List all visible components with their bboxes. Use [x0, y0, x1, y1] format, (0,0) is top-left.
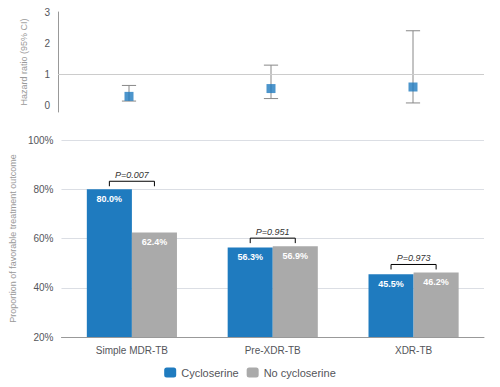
- svg-text:1: 1: [44, 69, 50, 80]
- svg-text:Simple MDR-TB: Simple MDR-TB: [96, 345, 169, 356]
- svg-text:62.4%: 62.4%: [142, 237, 168, 247]
- svg-text:Proportion of favorable treatm: Proportion of favorable treatment outcom…: [8, 154, 18, 323]
- svg-text:60%: 60%: [33, 233, 53, 244]
- svg-text:2: 2: [44, 38, 50, 49]
- svg-text:20%: 20%: [33, 332, 53, 343]
- svg-text:0: 0: [44, 100, 50, 111]
- svg-text:3: 3: [44, 7, 50, 18]
- svg-text:45.5%: 45.5%: [378, 279, 404, 289]
- svg-text:P=0.007: P=0.007: [115, 170, 150, 180]
- svg-text:No cycloserine: No cycloserine: [264, 367, 336, 379]
- svg-text:Cycloserine: Cycloserine: [181, 367, 238, 379]
- svg-text:40%: 40%: [33, 282, 53, 293]
- svg-text:XDR-TB: XDR-TB: [395, 345, 433, 356]
- svg-text:80.0%: 80.0%: [97, 194, 123, 204]
- svg-text:P=0.951: P=0.951: [256, 227, 290, 237]
- svg-text:Hazard ratio (95% CI): Hazard ratio (95% CI): [19, 18, 29, 105]
- svg-text:100%: 100%: [28, 135, 54, 146]
- svg-text:80%: 80%: [33, 184, 53, 195]
- svg-text:Pre-XDR-TB: Pre-XDR-TB: [245, 345, 301, 356]
- svg-text:56.3%: 56.3%: [237, 252, 263, 262]
- svg-text:46.2%: 46.2%: [423, 277, 449, 287]
- svg-text:P=0.973: P=0.973: [397, 253, 431, 263]
- svg-text:56.9%: 56.9%: [283, 251, 309, 261]
